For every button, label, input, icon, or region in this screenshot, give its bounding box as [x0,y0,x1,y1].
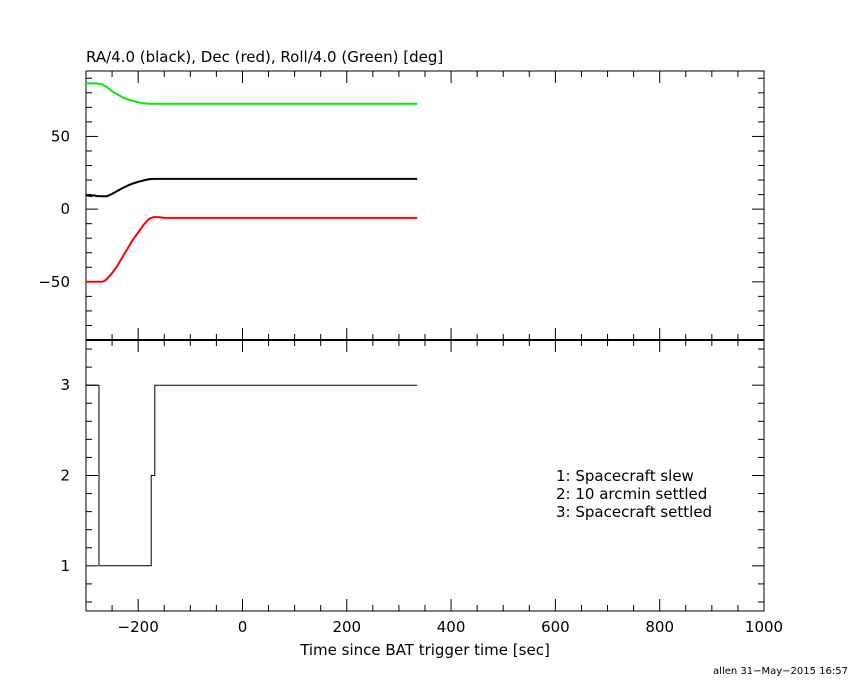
bottom-xtick-label: −200 [118,618,159,636]
bottom-ytick-label: 3 [60,376,70,394]
bottom-xtick-label: 400 [437,618,466,636]
bottom-xtick-label: 800 [645,618,674,636]
legend-line-3: 3: Spacecraft settled [556,503,712,521]
top-ytick-label: −50 [38,273,70,291]
x-axis-label: Time since BAT trigger time [sec] [299,641,550,659]
top-panel-series [85,82,418,283]
timestamp-stamp: allen 31−May−2015 16:57 [713,666,848,677]
top-panel-ticks: −50 0 50 [38,71,764,340]
bottom-panel-ticks: 1 2 3 −200 0 200 400 600 800 1000 [60,340,783,636]
top-ytick-label: 0 [60,200,70,218]
bottom-panel: 1 2 3 −200 0 200 400 600 800 1000 1: Spacecraft s… [60,339,783,636]
top-panel-frame [85,70,765,341]
legend-line-2: 2: 10 arcmin settled [556,485,707,503]
top-panel: −50 0 50 [38,70,765,341]
legend-line-1: 1: Spacecraft slew [556,467,694,485]
bottom-series-line-0 [86,384,418,567]
top-panel-title: RA/4.0 (black), Dec (red), Roll/4.0 (Gre… [86,48,443,66]
bottom-xtick-label: 200 [332,618,361,636]
top-series-line-2 [86,82,418,105]
bottom-xtick-label: 1000 [745,618,783,636]
bottom-xtick-label: 0 [238,618,248,636]
bottom-ytick-label: 1 [60,557,70,575]
bottom-xtick-label: 600 [541,618,570,636]
bottom-ytick-label: 2 [60,467,70,485]
bottom-panel-series [86,384,418,567]
top-series-line-0 [85,177,418,198]
top-series-line-1 [86,216,418,283]
top-ytick-label: 50 [51,127,70,145]
